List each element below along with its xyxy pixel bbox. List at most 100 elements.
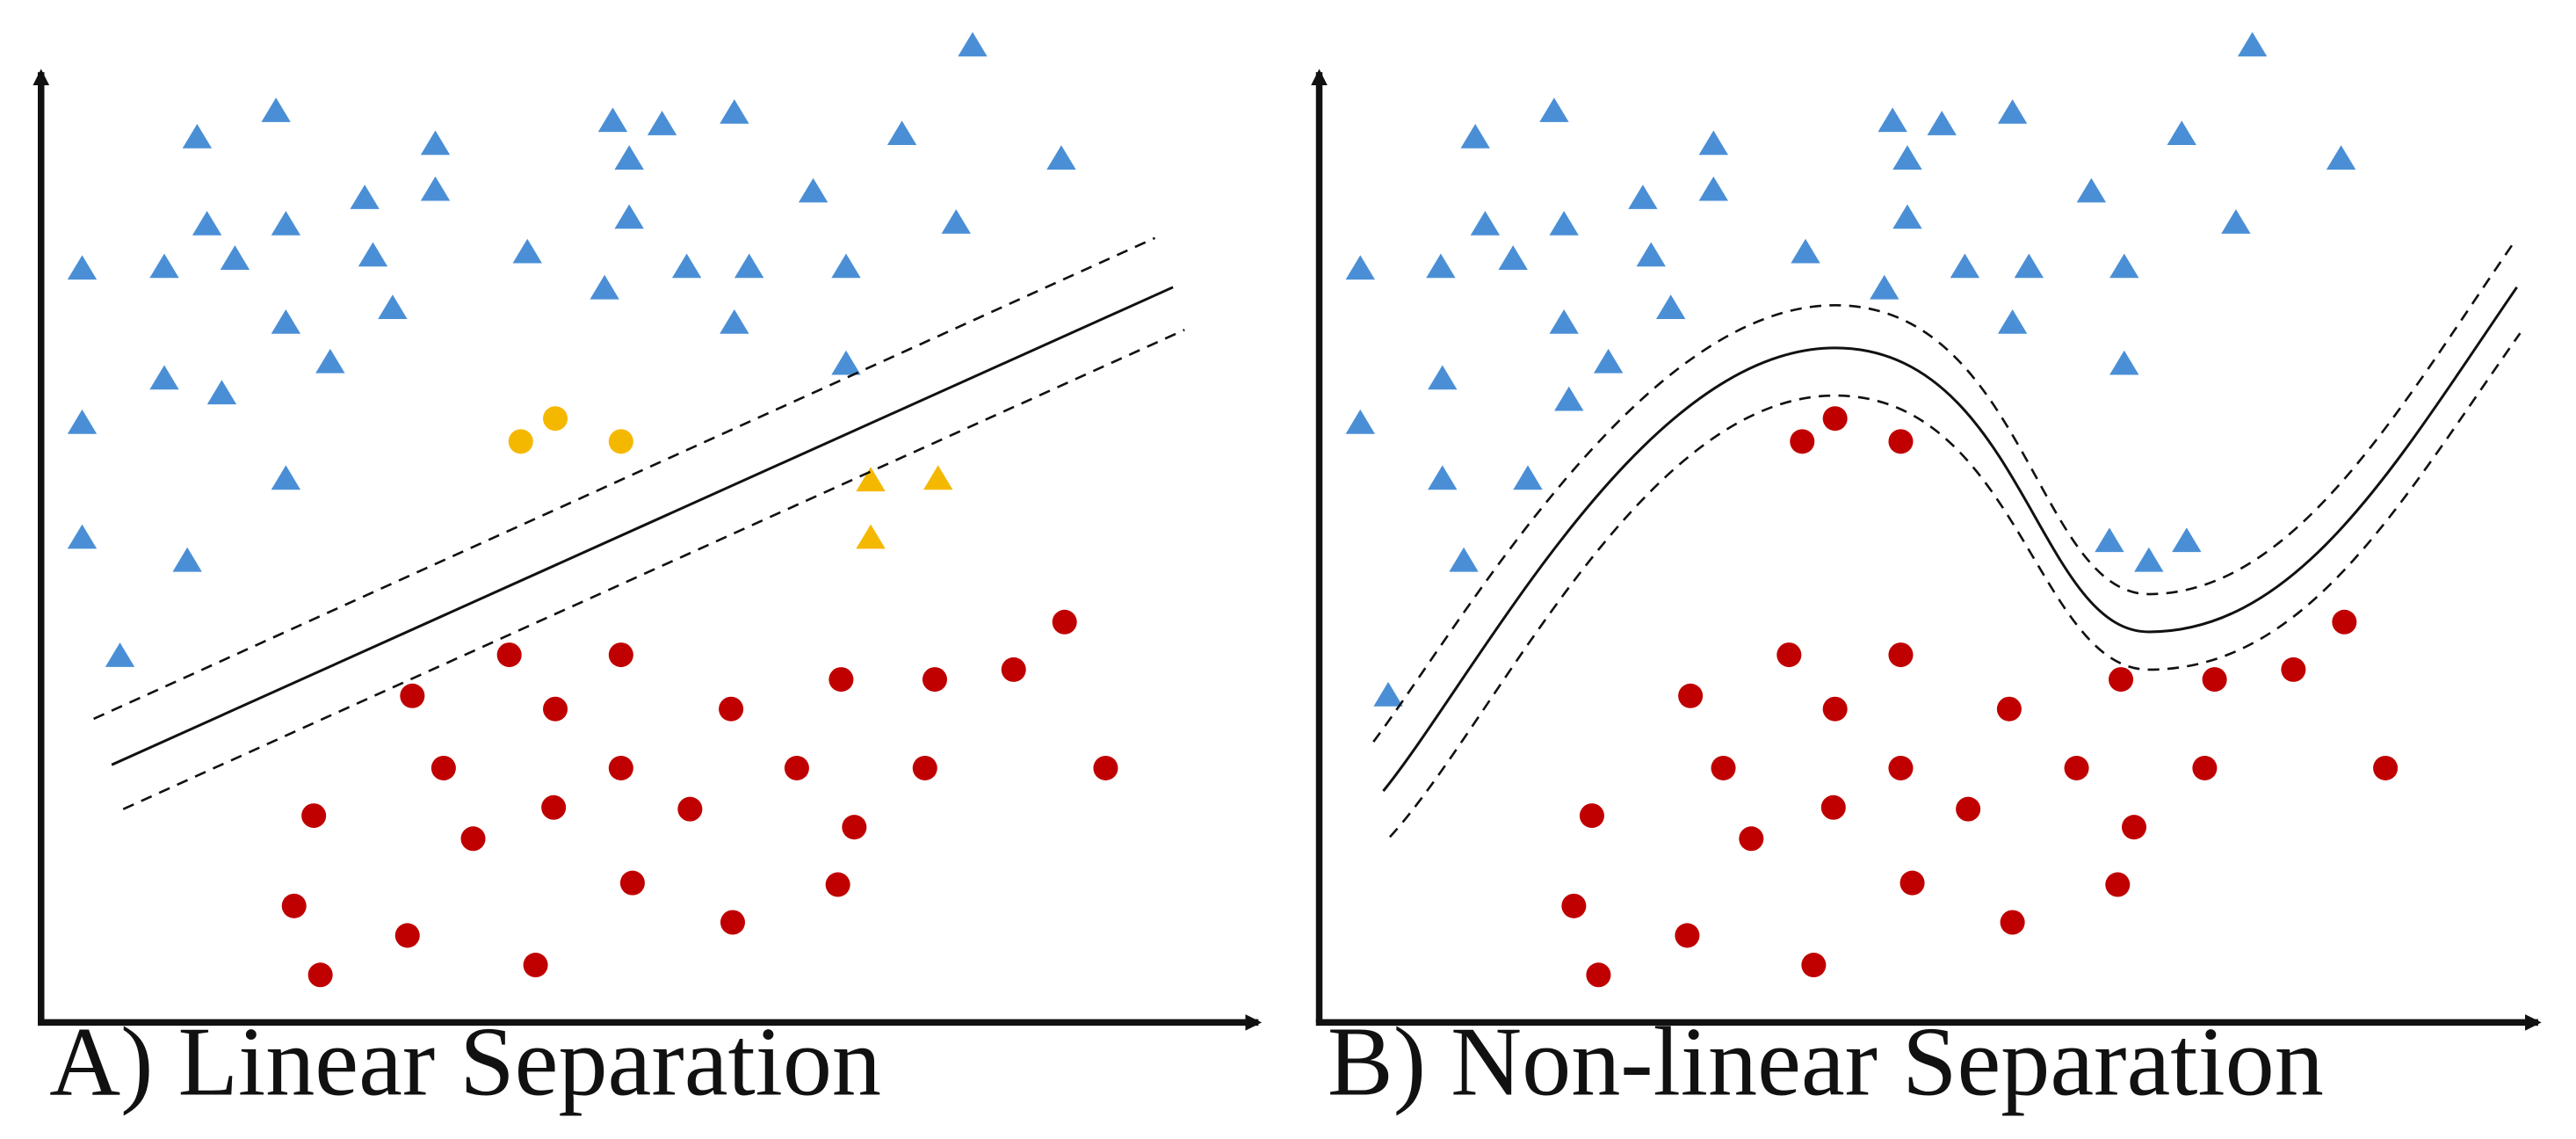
blue-triangle-point bbox=[149, 253, 179, 279]
red-circle-point bbox=[2373, 755, 2399, 780]
red-circle-point bbox=[301, 803, 327, 829]
blue-triangle-point bbox=[220, 245, 250, 270]
red-circle-point bbox=[2281, 657, 2306, 682]
red-circle-point bbox=[460, 826, 486, 852]
blue-triangle-point bbox=[67, 255, 98, 280]
blue-triangle-point bbox=[1698, 130, 1728, 156]
red-circle-point bbox=[784, 755, 809, 780]
blue-triangle-point bbox=[1892, 145, 1922, 170]
blue-triangle-point bbox=[720, 98, 749, 124]
blue-triangle-point bbox=[1428, 465, 1458, 490]
red-circle-point bbox=[1093, 755, 1118, 780]
blue-triangle-point bbox=[831, 253, 861, 279]
blue-triangle-point bbox=[1698, 176, 1728, 201]
blue-triangle-point bbox=[1636, 242, 1666, 267]
red-circle-point bbox=[308, 962, 333, 988]
blue-triangle-point bbox=[720, 309, 749, 334]
red-circle-point bbox=[281, 893, 307, 918]
red-circle-point bbox=[912, 755, 937, 780]
red-circle-point bbox=[394, 923, 420, 948]
yellow-triangle-point bbox=[856, 524, 886, 549]
red-circle-point bbox=[1579, 803, 1604, 829]
linear-margin-lower bbox=[122, 329, 1185, 810]
blue-triangle-point bbox=[1046, 145, 1076, 170]
blue-triangle-point bbox=[358, 242, 388, 267]
red-circle-point bbox=[2332, 609, 2357, 635]
red-circle-point bbox=[608, 642, 633, 668]
red-circle-point bbox=[1790, 429, 1815, 454]
blue-triangle-point bbox=[941, 209, 971, 234]
blue-triangle-point bbox=[192, 210, 222, 236]
red-circle-point bbox=[1739, 826, 1764, 852]
red-circle-point bbox=[842, 815, 867, 840]
blue-triangle-point bbox=[2167, 120, 2196, 146]
red-circle-point bbox=[922, 667, 947, 693]
red-circle-point bbox=[1561, 893, 1587, 918]
red-circle-point bbox=[1996, 696, 2022, 722]
red-circle-point bbox=[1822, 406, 1848, 432]
red-circle-point bbox=[2000, 910, 2025, 935]
blue-triangle-point bbox=[149, 365, 179, 390]
red-circle-point bbox=[619, 870, 645, 896]
red-circle-point bbox=[720, 910, 745, 935]
blue-triangle-point bbox=[1449, 547, 1479, 572]
blue-triangle-point bbox=[1554, 386, 1584, 411]
blue-triangle-point bbox=[2109, 253, 2139, 279]
blue-triangle-point bbox=[671, 253, 702, 279]
red-circle-point bbox=[677, 796, 703, 822]
red-circle-point bbox=[1711, 755, 1736, 780]
blue-triangle-point bbox=[647, 111, 677, 135]
nonlinear-data-points bbox=[1345, 32, 2399, 988]
blue-triangle-point bbox=[420, 130, 451, 156]
blue-triangle-point bbox=[1539, 98, 1569, 122]
red-circle-point bbox=[825, 872, 850, 897]
blue-triangle-point bbox=[734, 253, 764, 279]
red-circle-point bbox=[1888, 755, 1914, 780]
red-circle-point bbox=[543, 696, 568, 722]
red-circle-point bbox=[2105, 872, 2131, 897]
blue-triangle-point bbox=[1878, 107, 1907, 133]
red-circle-point bbox=[1675, 923, 1700, 948]
blue-triangle-point bbox=[1498, 245, 1528, 270]
red-circle-point bbox=[1822, 696, 1848, 722]
red-circle-point bbox=[541, 794, 567, 820]
blue-triangle-point bbox=[1426, 253, 1456, 279]
blue-triangle-point bbox=[271, 210, 301, 236]
blue-triangle-point bbox=[1927, 111, 1957, 135]
blue-triangle-point bbox=[831, 350, 861, 375]
blue-triangle-point bbox=[206, 380, 237, 405]
blue-triangle-point bbox=[67, 524, 98, 549]
blue-triangle-point bbox=[958, 32, 988, 57]
blue-triangle-point bbox=[1997, 98, 2028, 124]
blue-triangle-point bbox=[2172, 527, 2202, 553]
red-circle-point bbox=[1678, 683, 1704, 708]
nonlinear-decision-boundary bbox=[1382, 286, 2518, 793]
red-circle-point bbox=[400, 683, 425, 708]
blue-triangle-point bbox=[512, 238, 542, 264]
caption-linear: A) Linear Separation bbox=[49, 1008, 881, 1117]
blue-triangle-point bbox=[271, 465, 301, 490]
blue-triangle-point bbox=[420, 176, 451, 201]
blue-triangle-point bbox=[2076, 178, 2107, 203]
blue-triangle-point bbox=[1892, 204, 1922, 229]
yellow-circle-point bbox=[608, 429, 633, 454]
blue-triangle-point bbox=[590, 274, 619, 300]
red-circle-point bbox=[2121, 815, 2147, 840]
blue-triangle-point bbox=[315, 348, 345, 374]
blue-triangle-point bbox=[2221, 209, 2251, 234]
blue-triangle-point bbox=[1470, 210, 1501, 236]
red-circle-point bbox=[829, 667, 854, 693]
red-circle-point bbox=[2064, 755, 2089, 780]
caption-nonlinear: B) Non-linear Separation bbox=[1328, 1008, 2324, 1117]
blue-triangle-point bbox=[1373, 681, 1403, 707]
red-circle-point bbox=[431, 755, 456, 780]
blue-triangle-point bbox=[350, 185, 380, 209]
red-circle-point bbox=[719, 696, 744, 722]
blue-triangle-point bbox=[1791, 238, 1820, 264]
blue-triangle-point bbox=[182, 123, 213, 149]
blue-triangle-point bbox=[1997, 309, 2028, 334]
yellow-triangle-point bbox=[923, 465, 953, 490]
red-circle-point bbox=[1888, 642, 1914, 668]
blue-triangle-point bbox=[1593, 348, 1624, 374]
